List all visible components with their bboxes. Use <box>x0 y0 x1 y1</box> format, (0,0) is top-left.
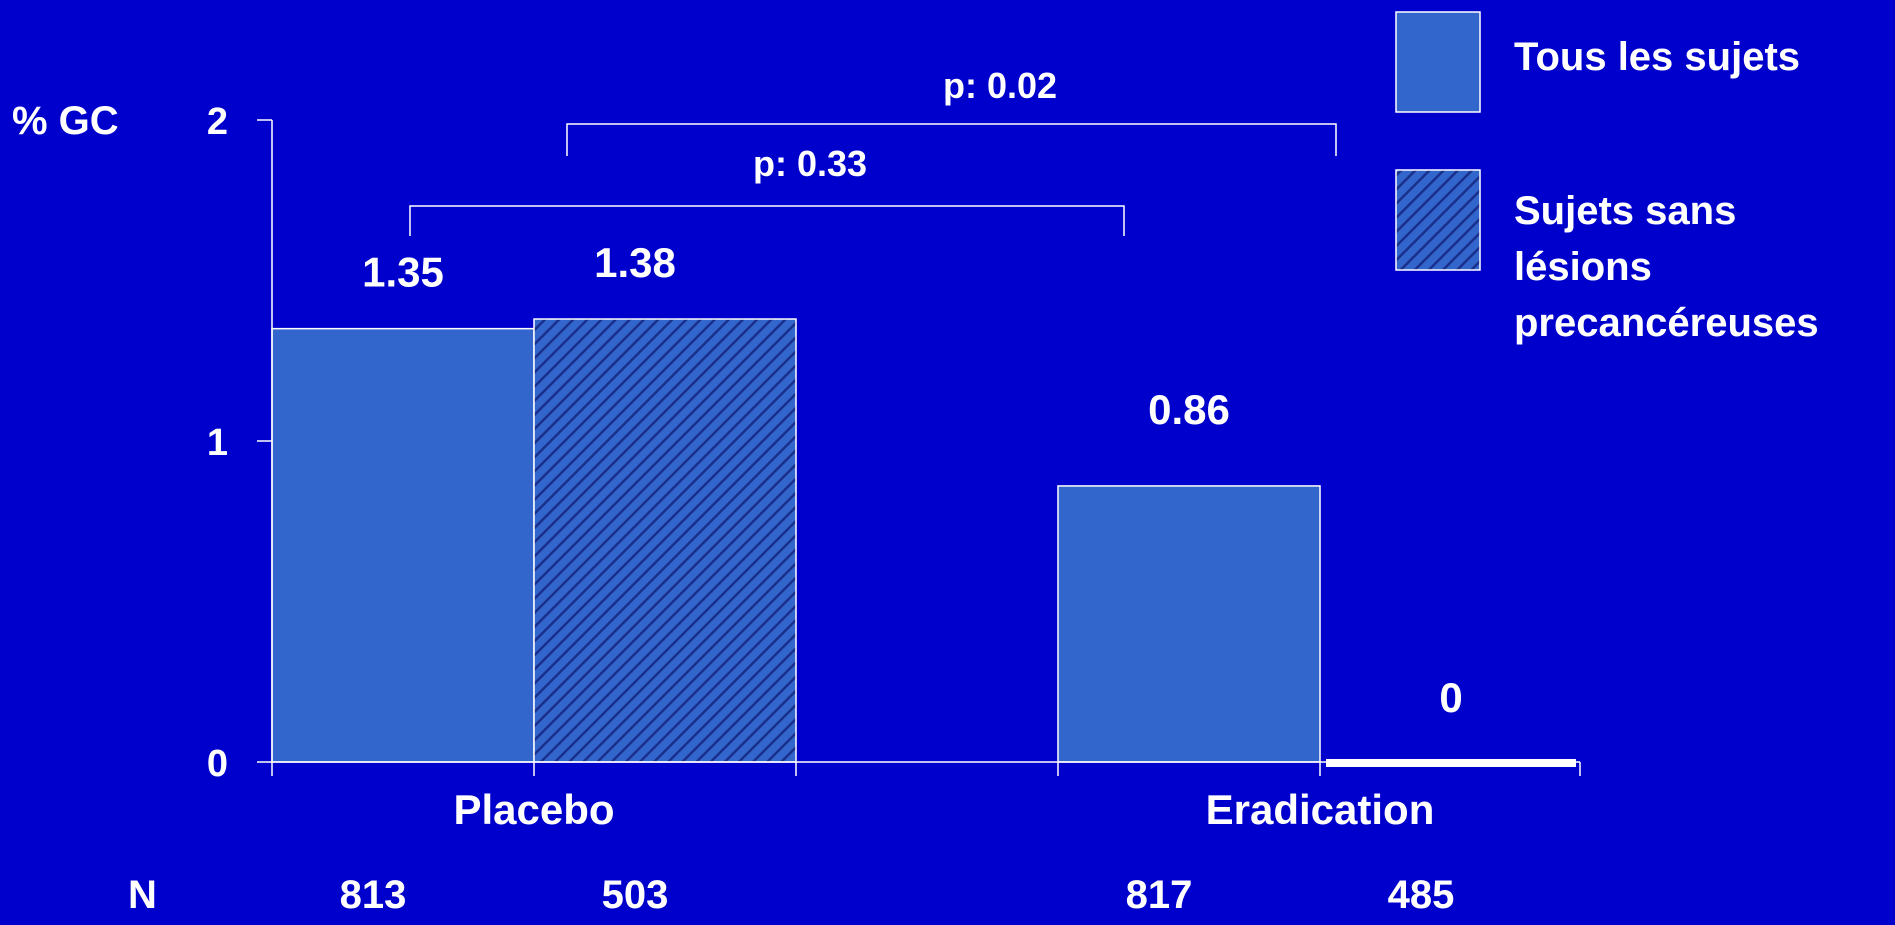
data-label: 1.38 <box>594 239 676 286</box>
p-value-label: p: 0.02 <box>943 65 1057 106</box>
p-value-label: p: 0.33 <box>753 143 867 184</box>
n-row-label: N <box>128 873 157 917</box>
n-value: 485 <box>1388 873 1455 917</box>
bar-sujets-sans-lesions-placebo <box>533 318 797 763</box>
data-label: 0.86 <box>1148 386 1230 433</box>
data-label: 1.35 <box>362 249 444 296</box>
category-label-placebo: Placebo <box>453 786 614 833</box>
significance-bracket <box>566 123 1337 156</box>
y-tick-label: 0 <box>207 743 228 785</box>
y-tick-label: 2 <box>207 101 228 143</box>
bar-sujets-sans-lesions-eradication <box>1326 759 1576 767</box>
n-value: 813 <box>340 873 407 917</box>
significance-bracket <box>409 205 1125 236</box>
n-value: 817 <box>1126 873 1193 917</box>
data-label: 0 <box>1439 674 1462 721</box>
y-tick-label: 1 <box>207 422 228 464</box>
bar-tous-les-sujets-eradication <box>1057 485 1321 763</box>
n-value: 503 <box>602 873 669 917</box>
y-axis-label: % GC <box>12 99 119 143</box>
legend-label-sujets-sans-lesions: lésions <box>1514 245 1652 289</box>
legend-swatch-sujets-sans-lesions <box>1395 169 1481 271</box>
legend-label-sujets-sans-lesions: precancéreuses <box>1514 301 1819 345</box>
bar-tous-les-sujets-placebo <box>271 327 535 763</box>
legend-label-sujets-sans-lesions: Sujets sans <box>1514 189 1736 233</box>
category-label-eradication: Eradication <box>1206 786 1435 833</box>
legend-label-tous-les-sujets: Tous les sujets <box>1514 35 1800 79</box>
legend-swatch-tous-les-sujets <box>1395 11 1481 113</box>
